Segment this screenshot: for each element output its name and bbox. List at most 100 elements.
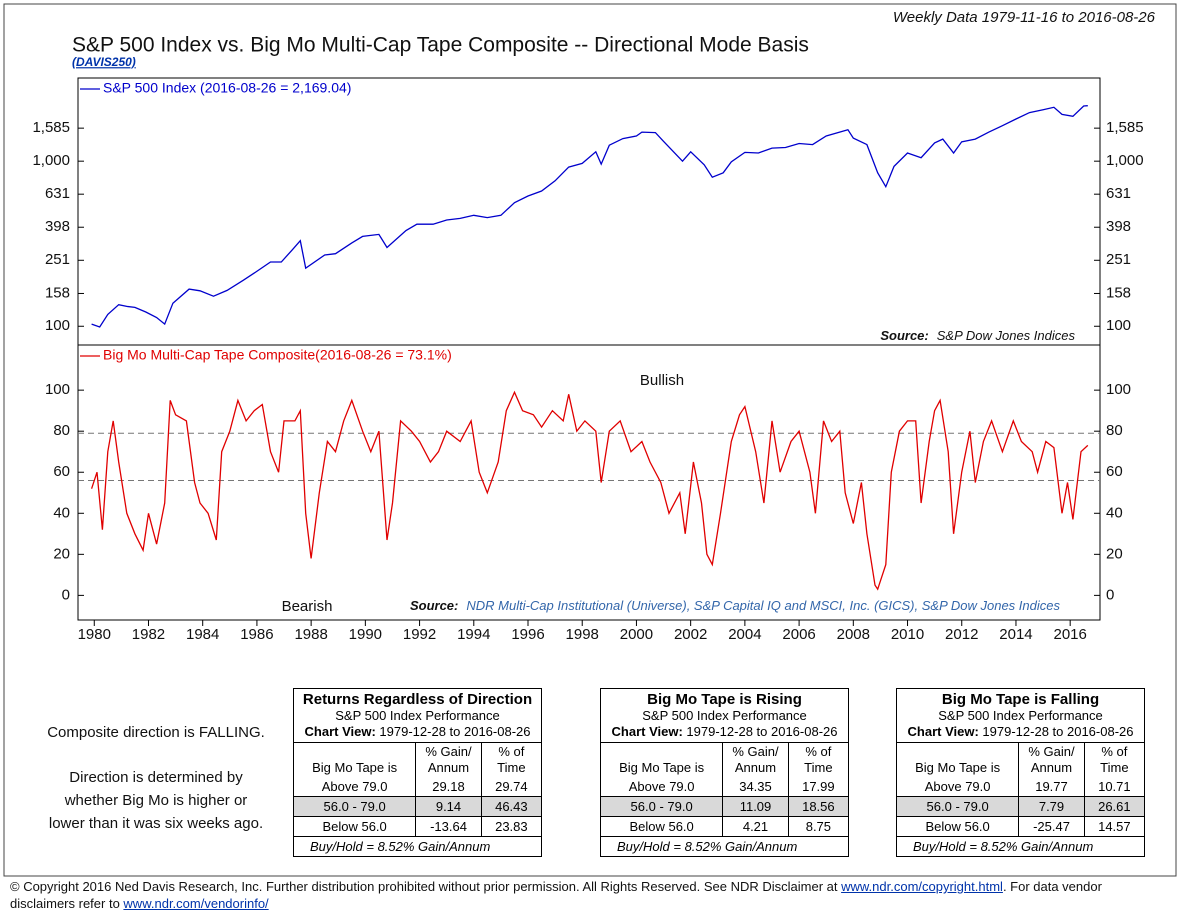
y-tick-label: 40 (1106, 504, 1123, 521)
status-note: Composite direction is FALLING. (47, 724, 265, 741)
column-header-line: Time (1100, 760, 1129, 775)
plot-frame (77, 77, 1101, 621)
table-row: Above 79.0 34.35 17.99 (601, 777, 848, 797)
table-cell: 8.75 (787, 816, 848, 837)
column-header-line: % Gain/ (425, 744, 472, 759)
table-footer: Buy/Hold = 8.52% Gain/Annum (897, 836, 1144, 856)
table-cell: Above 79.0 (628, 779, 695, 794)
y-tick-label: 100 (1106, 317, 1131, 334)
chart-view: Chart View: 1979-12-28 to 2016-08-26 (294, 724, 541, 740)
column-header: Big Mo Tape is (897, 743, 1019, 777)
column-header-line: Annum (1030, 760, 1073, 775)
column-header-line: % of (498, 744, 525, 759)
series-line (91, 105, 1088, 328)
x-tick-label: 2008 (837, 626, 870, 643)
explanation-line: whether Big Mo is higher or (64, 792, 248, 809)
y-tick-label: 20 (1106, 545, 1123, 562)
x-tick-label: 1994 (457, 626, 490, 643)
table-cell: 14.57 (1083, 816, 1144, 837)
annotation: Bearish (282, 598, 333, 615)
y-tick-label: 80 (1106, 422, 1123, 439)
x-tick-label: 2012 (945, 626, 978, 643)
source: S&P Dow Jones Indices (937, 328, 1076, 343)
date-range: Weekly Data 1979-11-16 to 2016-08-26 (893, 9, 1156, 26)
x-tick-label: 1998 (566, 626, 599, 643)
column-header-line: Big Mo Tape is (915, 760, 1001, 775)
legend-label: Big Mo Multi-Cap Tape Composite(2016-08-… (103, 347, 452, 363)
footer-text: © Copyright 2016 Ned Davis Research, Inc… (10, 879, 842, 894)
x-tick-label: 2004 (728, 626, 761, 643)
chart-view-range: 1979-12-28 to 2016-08-26 (686, 724, 838, 739)
stats-table: Returns Regardless of Direction S&P 500 I… (293, 688, 542, 857)
table-cell: 4.21 (722, 816, 789, 837)
table-cell: 7.79 (1018, 796, 1085, 817)
column-header: % Gain/Annum (722, 743, 789, 777)
table-cell: 26.61 (1083, 796, 1144, 817)
table-row: 56.0 - 79.0 11.09 18.56 (601, 796, 848, 817)
chart-title: S&P 500 Index vs. Big Mo Multi-Cap Tape … (72, 34, 809, 57)
y-tick-label: 251 (1106, 251, 1131, 268)
explanation: Direction is determined by whether Big Mo… (20, 766, 292, 835)
x-tick-label: 1986 (240, 626, 273, 643)
table-row: Below 56.0 -13.64 23.83 (294, 816, 541, 837)
chart-view-label: Chart View: (611, 724, 683, 739)
chart-view-label: Chart View: (304, 724, 376, 739)
source-label: Source: (410, 598, 458, 613)
table-cell: 56.0 - 79.0 (294, 796, 416, 817)
table-cell: 23.83 (480, 816, 541, 837)
x-tick-label: 1984 (186, 626, 219, 643)
y-tick-label: 398 (1106, 218, 1131, 235)
x-tick-label: 1982 (132, 626, 165, 643)
x-tick-label: 1990 (349, 626, 382, 643)
x-tick-label: 2014 (999, 626, 1032, 643)
x-tick-label: 2006 (782, 626, 815, 643)
explanation-line: lower than it was six weeks ago. (48, 815, 264, 832)
table-title: Big Mo Tape is Rising (647, 691, 802, 708)
source-top: Source: S&P Dow Jones Indices (880, 328, 1075, 343)
chart-view-range: 1979-12-28 to 2016-08-26 (982, 724, 1134, 739)
table-title: Returns Regardless of Direction (302, 691, 533, 708)
annotation: Bullish (640, 372, 684, 389)
footer-link[interactable]: www.ndr.com/vendorinfo/ (123, 896, 269, 911)
table-grid: Big Mo Tape is% Gain/Annum% of Time Above … (897, 743, 1144, 856)
y-tick-label: 100 (45, 317, 70, 334)
table-footer-row: Buy/Hold = 8.52% Gain/Annum (601, 836, 848, 856)
y-tick-label: 80 (53, 422, 70, 439)
table-grid: Big Mo Tape is% Gain/Annum% of Time Above … (601, 743, 848, 856)
y-tick-label: 1,000 (32, 152, 70, 169)
chart-view-label: Chart View: (907, 724, 979, 739)
table-cell: 17.99 (787, 777, 848, 797)
x-tick-label: 1988 (294, 626, 327, 643)
footer-link[interactable]: www.ndr.com/copyright.html (841, 879, 1003, 894)
table-row: 56.0 - 79.0 9.14 46.43 (294, 796, 541, 817)
table-cell: 56.0 - 79.0 (601, 796, 723, 817)
y-tick-label: 20 (53, 545, 70, 562)
chart-code: (DAVIS250) (72, 55, 136, 69)
table-cell: 56.0 - 79.0 (897, 796, 1019, 817)
column-header: % of Time (787, 743, 848, 777)
table-cell: 18.56 (787, 796, 848, 817)
column-header: % of Time (480, 743, 541, 777)
source: NDR Multi-Cap Institutional (Universe), … (466, 598, 1060, 613)
table-row: Above 79.0 29.18 29.74 (294, 777, 541, 797)
table-row: 56.0 - 79.0 7.79 26.61 (897, 796, 1144, 817)
table-cell: 11.09 (722, 796, 789, 817)
table-row: Below 56.0 4.21 8.75 (601, 816, 848, 837)
y-tick-label: 398 (45, 218, 70, 235)
table-cell: 19.77 (1018, 777, 1085, 797)
series-line (90, 390, 1089, 591)
y-tick-label: 158 (1106, 284, 1131, 301)
column-header-line: % of (805, 744, 832, 759)
table-row: Below 56.0 -25.47 14.57 (897, 816, 1144, 837)
table-cell: 29.74 (480, 777, 541, 797)
table-footer: Buy/Hold = 8.52% Gain/Annum (601, 836, 848, 856)
table-cell: -25.47 (1018, 816, 1085, 837)
stats-table: Big Mo Tape is Falling S&P 500 Index Perf… (896, 688, 1145, 857)
table-footer-row: Buy/Hold = 8.52% Gain/Annum (897, 836, 1144, 856)
column-header-line: Big Mo Tape is (619, 760, 705, 775)
x-tick-label: 2000 (620, 626, 653, 643)
legend-label: S&P 500 Index (2016-08-26 = 2,169.04) (103, 80, 351, 96)
column-header: % of Time (1083, 743, 1144, 777)
column-header-line: % Gain/ (732, 744, 779, 759)
